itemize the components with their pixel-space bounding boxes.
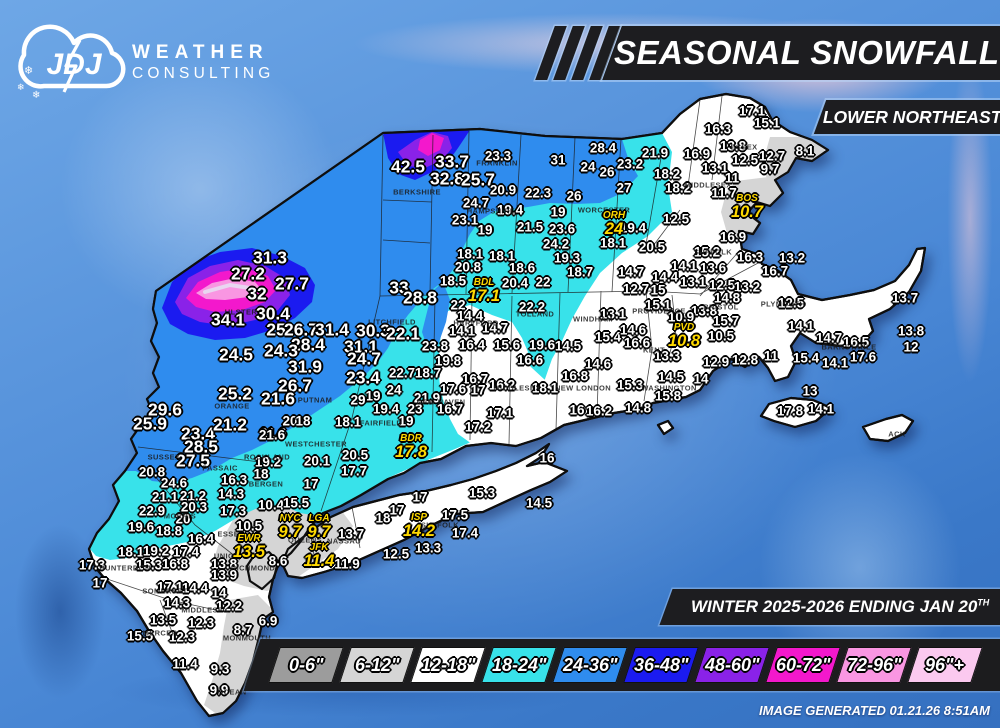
- legend-item: 24-36": [552, 647, 628, 683]
- legend-item-label: 96"+: [925, 655, 965, 675]
- logo-word2: CONSULTING: [132, 65, 274, 82]
- legend-item: 72-96": [836, 647, 912, 683]
- legend-item-label: 12-18": [420, 655, 476, 675]
- legend-item-label: 18-24": [491, 655, 547, 675]
- legend-item-label: 6-12": [354, 655, 400, 675]
- legend-item-label: 48-60": [704, 655, 760, 675]
- legend-item-label: 0-6": [288, 655, 324, 675]
- cloud-icon: [18, 24, 126, 89]
- logo-initials: JDJ: [46, 48, 102, 81]
- legend-item: 60-72": [765, 647, 841, 683]
- legend-item: 96"+: [907, 647, 983, 683]
- region-banner: LOWER NORTHEAST: [813, 100, 1000, 134]
- snowflake-icon: ❄: [24, 65, 33, 77]
- title-banner: SEASONAL SNOWFALL: [602, 26, 1000, 80]
- snowflake-icon: ❄: [17, 82, 25, 92]
- region-tag: LOWER NORTHEAST: [822, 106, 1000, 127]
- lightning-icon: [62, 39, 82, 93]
- legend-item: 6-12": [339, 647, 415, 683]
- legend-item-label: 72-96": [846, 655, 902, 675]
- season-banner: WINTER 2025-2026 ENDING JAN 20TH: [659, 589, 1000, 625]
- legend-item: 48-60": [694, 647, 770, 683]
- brand-logo: JDJ ❄ ❄ ❄ WEATHER CONSULTING: [17, 24, 274, 101]
- season-ordinal: TH: [977, 597, 990, 608]
- legend-item-label: 60-72": [775, 655, 831, 675]
- snowflake-icon: ❄: [32, 90, 40, 101]
- legend-item: 36-48": [623, 647, 699, 683]
- legend-item-label: 36-48": [633, 655, 689, 675]
- legend-item: 12-18": [410, 647, 486, 683]
- logo-word1: WEATHER: [132, 42, 269, 63]
- page-title: SEASONAL SNOWFALL: [614, 34, 1000, 71]
- snowfall-legend: 0-6" 6-12" 12-18" 18-24" 24-36" 36-48" 48-60" 6…: [243, 639, 1000, 691]
- generated-timestamp: IMAGE GENERATED 01.21.26 8:51AM: [759, 703, 990, 718]
- legend-item-label: 24-36": [562, 655, 618, 675]
- legend-item: 18-24": [481, 647, 557, 683]
- legend-item: 0-6": [268, 647, 344, 683]
- season-text: WINTER 2025-2026 ENDING JAN 20: [690, 597, 978, 616]
